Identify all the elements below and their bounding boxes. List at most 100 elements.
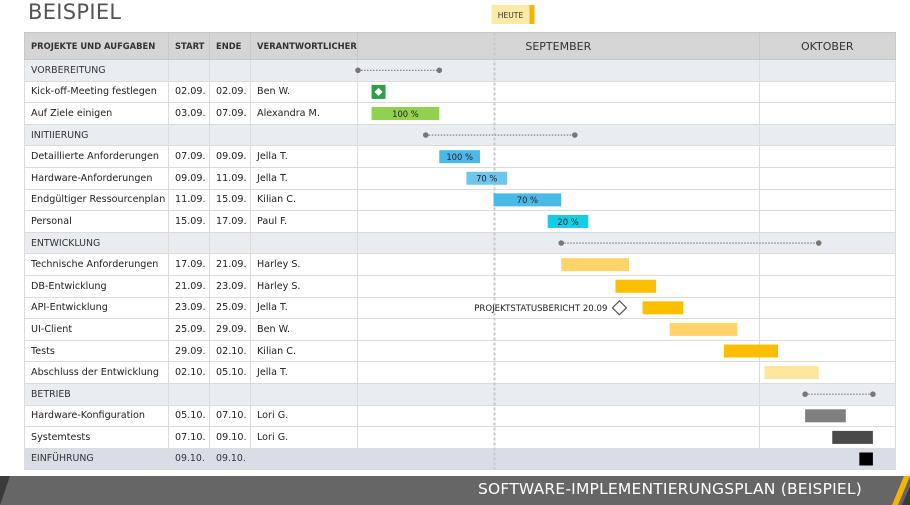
timeline-cell: [356, 426, 760, 449]
end-date: 02.10.: [209, 339, 251, 363]
start-date: [168, 231, 210, 255]
start-date: 02.10.: [168, 361, 210, 384]
timeline-cell: [356, 253, 760, 276]
end-date: [209, 59, 251, 82]
today-badge-label: HEUTE: [498, 11, 524, 20]
start-date: 17.09.: [168, 253, 210, 276]
column-header-start: START: [168, 32, 210, 60]
start-date: 25.09.: [168, 318, 210, 341]
task-name: Tests: [24, 339, 169, 363]
task-row: Hardware-Konfiguration 05.10. 07.10. Lori G…: [24, 404, 896, 428]
timeline-cell: [356, 80, 760, 104]
owner: [250, 123, 358, 147]
end-date: 09.09.: [209, 145, 251, 168]
owner: Jella T.: [250, 361, 358, 384]
task-row: UI-Client 25.09. 29.09. Ben W.: [24, 318, 896, 341]
timeline-cell: [758, 382, 896, 406]
end-date: 07.10.: [209, 404, 251, 428]
timeline-cell: [758, 102, 896, 125]
footer-title: SOFTWARE-IMPLEMENTIERUNGSPLAN (BEISPIEL): [477, 480, 862, 498]
timeline-cell: [758, 253, 896, 276]
phase-row: BETRIEB: [24, 382, 896, 406]
owner: Ben W.: [250, 80, 358, 104]
start-date: 07.10.: [168, 426, 210, 449]
task-row: Kick-off-Meeting festlegen 02.09. 02.09. Be…: [24, 80, 896, 104]
owner: Harley S.: [250, 253, 358, 276]
timeline-cell: [356, 382, 760, 406]
timeline-cell: [356, 145, 760, 168]
start-date: 03.09.: [168, 102, 210, 125]
task-row: Auf Ziele einigen 03.09. 07.09. Alexandra M…: [24, 102, 896, 125]
end-date: 11.09.: [209, 166, 251, 190]
footer-left-accent: [0, 476, 10, 505]
task-name: Auf Ziele einigen: [24, 102, 169, 125]
task-name: BETRIEB: [24, 382, 169, 406]
month-header-september: SEPTEMBER: [356, 32, 760, 60]
start-date: 15.09.: [168, 210, 210, 233]
timeline-cell: [758, 166, 896, 190]
page-title: BEISPIEL: [28, 0, 122, 24]
end-date: 25.09.: [209, 296, 251, 320]
task-name: Detaillierte Anforderungen: [24, 145, 169, 168]
month-header-october: OKTOBER: [758, 32, 896, 60]
task-row: Tests 29.09. 02.10. Kilian C.: [24, 339, 896, 363]
footer-stripe-accent: [892, 476, 910, 505]
task-row: Endgültiger Ressourcenplan 11.09. 15.09. Ki…: [24, 188, 896, 212]
column-header-owner: VERANTWORTLICHER: [250, 32, 358, 60]
task-row: DB-Entwicklung 21.09. 23.09. Harley S.: [24, 274, 896, 298]
start-date: 29.09.: [168, 339, 210, 363]
start-date: 09.10.: [168, 447, 210, 471]
timeline-cell: [356, 102, 760, 125]
timeline-cell: [356, 296, 760, 320]
start-date: [168, 59, 210, 82]
today-badge-shadow: [491, 5, 535, 24]
owner: Kilian C.: [250, 188, 358, 212]
task-row: Abschluss der Entwicklung 02.10. 05.10. Jel…: [24, 361, 896, 384]
timeline-cell: [356, 59, 760, 82]
timeline-cell: [356, 123, 760, 147]
task-name: EINFÜHRUNG: [24, 447, 169, 471]
task-row: Detaillierte Anforderungen 07.09. 09.09. Je…: [24, 145, 896, 168]
end-date: 17.09.: [209, 210, 251, 233]
phase-row: EINFÜHRUNG 09.10. 09.10.: [24, 447, 896, 471]
task-name: INITIIERUNG: [24, 123, 169, 147]
task-row: API-Entwicklung 23.09. 25.09. Jella T.: [24, 296, 896, 320]
owner: Jella T.: [250, 145, 358, 168]
timeline-cell: [356, 274, 760, 298]
phase-row: ENTWICKLUNG: [24, 231, 896, 255]
owner: [250, 231, 358, 255]
table-header: PROJEKTE UND AUFGABEN START ENDE VERANTW…: [24, 32, 896, 60]
end-date: 05.10.: [209, 361, 251, 384]
end-date: 15.09.: [209, 188, 251, 212]
owner: Lori G.: [250, 404, 358, 428]
start-date: 23.09.: [168, 296, 210, 320]
owner: Kilian C.: [250, 339, 358, 363]
start-date: 11.09.: [168, 188, 210, 212]
end-date: 09.10.: [209, 426, 251, 449]
task-name: Hardware-Anforderungen: [24, 166, 169, 190]
task-name: Systemtests: [24, 426, 169, 449]
task-name: UI-Client: [24, 318, 169, 341]
timeline-cell: [356, 361, 760, 384]
owner: Paul F.: [250, 210, 358, 233]
timeline-cell: [356, 210, 760, 233]
timeline-cell: [758, 123, 896, 147]
start-date: 07.09.: [168, 145, 210, 168]
column-header-task: PROJEKTE UND AUFGABEN: [24, 32, 169, 60]
end-date: 09.10.: [209, 447, 251, 471]
footer-bar: SOFTWARE-IMPLEMENTIERUNGSPLAN (BEISPIEL): [0, 476, 910, 505]
task-name: Kick-off-Meeting festlegen: [24, 80, 169, 104]
owner: [250, 447, 358, 471]
timeline-cell: [758, 274, 896, 298]
timeline-cell: [356, 188, 760, 212]
timeline-cell: [356, 339, 760, 363]
timeline-cell: [758, 318, 896, 341]
timeline-cell: [758, 296, 896, 320]
owner: Jella T.: [250, 166, 358, 190]
timeline-cell: [758, 80, 896, 104]
task-name: Hardware-Konfiguration: [24, 404, 169, 428]
phase-row: VORBEREITUNG: [24, 59, 896, 82]
task-name: Technische Anforderungen: [24, 253, 169, 276]
task-name: Abschluss der Entwicklung: [24, 361, 169, 384]
owner: Harley S.: [250, 274, 358, 298]
